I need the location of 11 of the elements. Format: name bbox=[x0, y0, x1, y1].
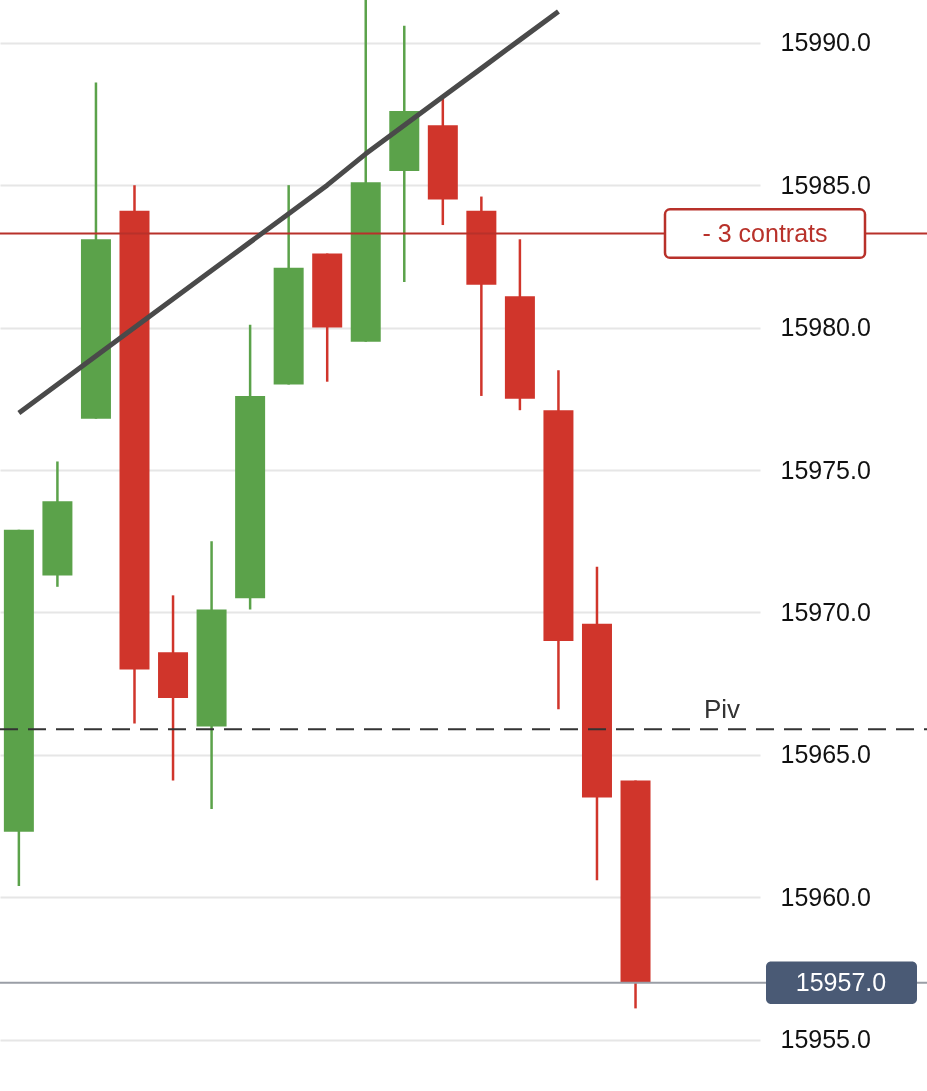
y-tick-label: 15965.0 bbox=[780, 740, 871, 769]
ref-line-label: - 3 contrats bbox=[702, 218, 828, 247]
y-tick-label: 15980.0 bbox=[780, 313, 871, 342]
ref-line-label: Piv bbox=[703, 694, 741, 725]
ref-line-label: 15957.0 bbox=[795, 967, 887, 996]
y-tick-label: 15970.0 bbox=[780, 597, 871, 626]
y-tick-label: 15975.0 bbox=[780, 455, 871, 484]
y-tick-label: 15955.0 bbox=[780, 1025, 871, 1054]
y-tick-label: 15985.0 bbox=[780, 170, 871, 199]
y-tick-label: 15990.0 bbox=[780, 28, 871, 57]
y-tick-label: 15960.0 bbox=[780, 882, 871, 911]
